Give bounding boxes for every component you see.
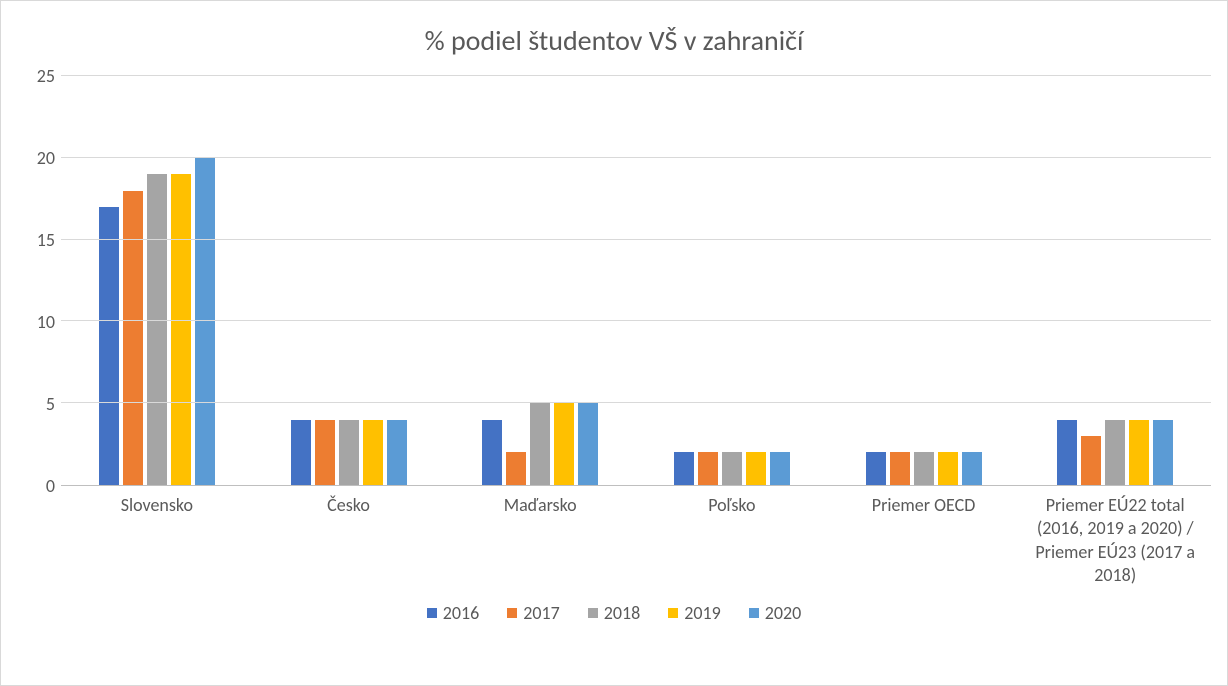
legend-item: 2019 — [668, 602, 721, 624]
bar — [698, 452, 718, 485]
bar — [722, 452, 742, 485]
x-tick-label: Slovensko — [61, 494, 253, 588]
bar — [866, 452, 886, 485]
plot-wrap: 0510152025 — [17, 76, 1211, 486]
legend-swatch — [507, 608, 517, 618]
bar — [99, 207, 119, 485]
legend-label: 2018 — [604, 602, 641, 624]
bar — [1105, 420, 1125, 485]
bar — [123, 191, 143, 485]
bar — [1057, 420, 1077, 485]
legend-label: 2019 — [684, 602, 721, 624]
bar-group — [1019, 76, 1211, 485]
y-tick-label: 20 — [17, 147, 55, 169]
bar — [291, 420, 311, 485]
y-tick-label: 10 — [17, 311, 55, 333]
x-tick-label: Poľsko — [636, 494, 828, 588]
x-tick-label: Priemer EÚ22 total (2016, 2019 a 2020) /… — [1019, 494, 1211, 588]
chart-title: % podiel študentov VŠ v zahraničí — [17, 23, 1211, 58]
gridline — [61, 402, 1211, 403]
bar — [914, 452, 934, 485]
legend-item: 2020 — [749, 602, 802, 624]
legend-label: 2017 — [523, 602, 560, 624]
legend-label: 2016 — [443, 602, 480, 624]
y-axis: 0510152025 — [17, 76, 61, 486]
bar-group — [61, 76, 253, 485]
gridline — [61, 239, 1211, 240]
legend-item: 2017 — [507, 602, 560, 624]
bar-group — [444, 76, 636, 485]
bar — [890, 452, 910, 485]
chart-container: % podiel študentov VŠ v zahraničí 0 5 10 15… — [0, 0, 1228, 686]
bar — [482, 420, 502, 485]
y-tick-label: 15 — [17, 229, 55, 251]
bar — [554, 403, 574, 485]
bar — [674, 452, 694, 485]
bar-group — [636, 76, 828, 485]
x-tick-label: Česko — [253, 494, 445, 588]
x-tick-label: Maďarsko — [444, 494, 636, 588]
y-tick-label: 0 — [17, 475, 55, 497]
bar — [1129, 420, 1149, 485]
bar — [339, 420, 359, 485]
bar — [938, 452, 958, 485]
bar — [147, 174, 167, 485]
bar — [530, 403, 550, 485]
bar — [195, 158, 215, 485]
gridline — [61, 320, 1211, 321]
legend-swatch — [588, 608, 598, 618]
plot-area — [61, 76, 1211, 486]
legend-swatch — [427, 608, 437, 618]
legend-item: 2016 — [427, 602, 480, 624]
x-axis-labels: SlovenskoČeskoMaďarskoPoľskoPriemer OECD… — [61, 494, 1211, 588]
bar — [1081, 436, 1101, 485]
legend-label: 2020 — [765, 602, 802, 624]
bar — [746, 452, 766, 485]
y-tick-label: 25 — [17, 65, 55, 87]
x-tick-label: Priemer OECD — [828, 494, 1020, 588]
gridline — [61, 75, 1211, 76]
gridline — [61, 157, 1211, 158]
y-tick-label: 5 — [17, 393, 55, 415]
bar — [506, 452, 526, 485]
bar — [770, 452, 790, 485]
bar — [387, 420, 407, 485]
legend-swatch — [749, 608, 759, 618]
legend-swatch — [668, 608, 678, 618]
bar — [578, 403, 598, 485]
bar — [1153, 420, 1173, 485]
bar — [171, 174, 191, 485]
bar — [315, 420, 335, 485]
legend: 2016 2017 2018 2019 2020 — [17, 602, 1211, 624]
bar — [962, 452, 982, 485]
legend-item: 2018 — [588, 602, 641, 624]
bar-groups — [61, 76, 1211, 485]
bar — [363, 420, 383, 485]
bar-group — [828, 76, 1020, 485]
bar-group — [253, 76, 445, 485]
